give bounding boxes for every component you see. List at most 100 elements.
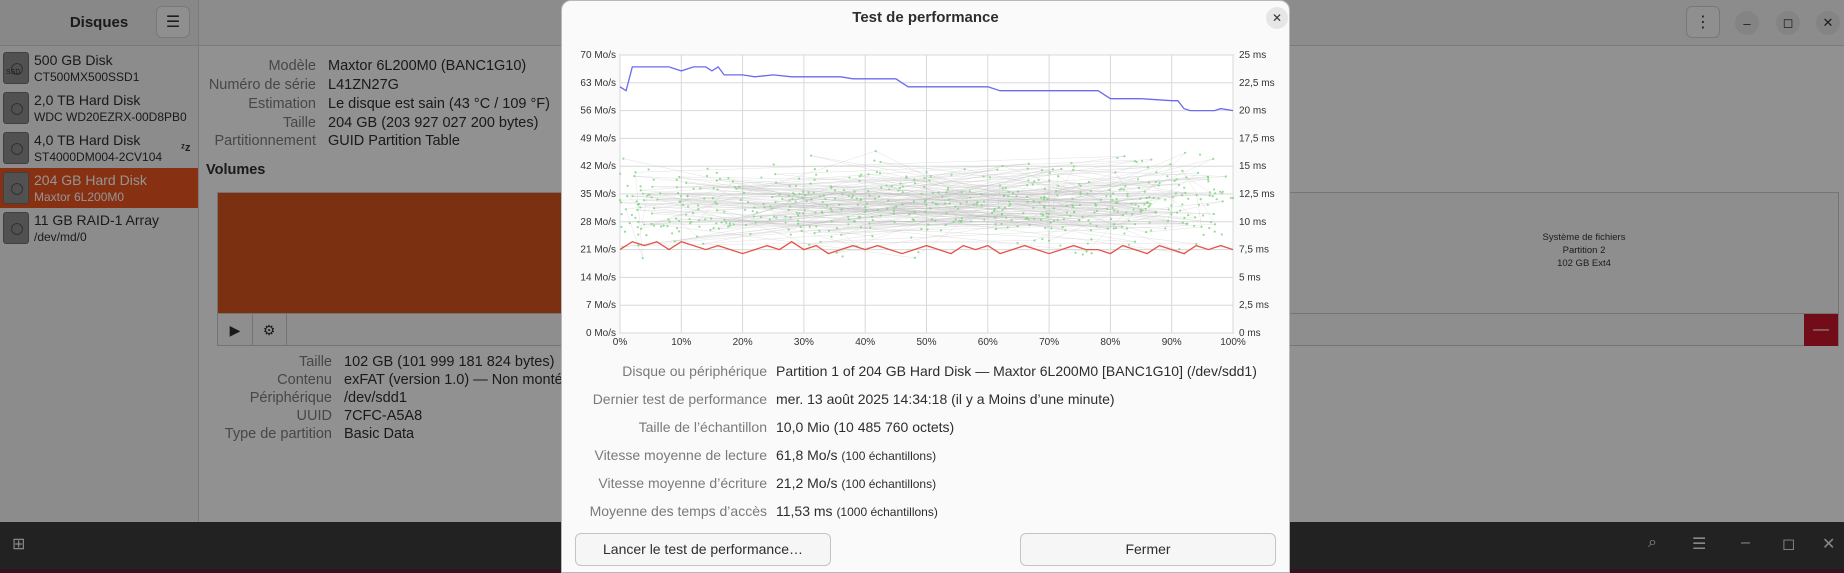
access-time-point (637, 244, 640, 247)
close-dialog-button[interactable]: Fermer (1020, 533, 1276, 566)
access-time-trace (647, 195, 747, 226)
access-time-point (1134, 203, 1137, 206)
access-time-point (1032, 199, 1035, 203)
access-time-trace (638, 221, 915, 259)
volume-partition-type-value: Basic Data (344, 426, 415, 442)
access-time-point (624, 208, 627, 211)
device-item-2tb[interactable]: 2,0 TB Hard Disk WDC WD20EZRX-00D8PB0 (0, 88, 198, 128)
access-time-point (913, 256, 916, 259)
access-time-point (639, 185, 642, 188)
device-item-500gb[interactable]: SSD 500 GB Disk CT500MX500SSD1 (0, 48, 198, 88)
access-time-point (1181, 169, 1184, 172)
access-time-point (675, 227, 679, 230)
access-time-point (623, 230, 627, 233)
menu-icon[interactable]: ☰ (1692, 536, 1707, 553)
access-time-point (1145, 196, 1148, 199)
access-time-point (1015, 195, 1018, 198)
access-time-point (752, 215, 755, 218)
access-time-point (959, 202, 962, 206)
access-time-point (685, 181, 688, 184)
access-time-point (635, 200, 638, 203)
access-time-point (1127, 219, 1130, 222)
access-time-point (636, 226, 639, 229)
access-time-point (641, 257, 644, 260)
access-time-point (695, 235, 699, 238)
close-window-button[interactable]: ✕ (1816, 11, 1840, 35)
access-time-point (1169, 163, 1172, 166)
device-item-4tb[interactable]: 4,0 TB Hard Disk ST4000DM004-2CV104 ᶻz (0, 128, 198, 168)
access-time-point (620, 225, 623, 228)
access-time-point (1079, 184, 1082, 187)
access-time-trace (994, 195, 1183, 212)
partition-options-button[interactable]: ⚙ (252, 314, 287, 346)
access-time-point (833, 189, 837, 192)
access-time-point (1171, 196, 1174, 199)
access-time-point (1144, 207, 1147, 210)
mount-button[interactable]: ▶ (218, 314, 253, 346)
minimize-button[interactable]: – (1735, 11, 1759, 35)
access-time-point (1111, 206, 1114, 209)
chart-x-tick-label: 90% (1162, 337, 1182, 348)
device-item-204gb[interactable]: 204 GB Hard Disk Maxtor 6L200M0 (0, 168, 198, 208)
hamburger-menu-button[interactable]: ☰ (156, 6, 190, 38)
access-time-trace (914, 183, 1058, 196)
access-time-point (1207, 178, 1210, 181)
access-time-point (868, 222, 871, 225)
access-time-point (870, 215, 874, 218)
access-time-point (1136, 178, 1140, 181)
info-last-test-label: Dernier test de performance (592, 391, 767, 407)
dialog-close-button[interactable]: ✕ (1266, 7, 1288, 29)
disk-menu-button[interactable]: ⋮ (1686, 6, 1720, 38)
access-time-point (897, 189, 900, 192)
maximize-icon[interactable]: ◻ (1782, 536, 1796, 553)
access-time-point (1146, 201, 1150, 204)
access-time-point (711, 196, 715, 200)
search-icon[interactable]: ⌕ (1648, 534, 1657, 551)
access-time-point (650, 196, 653, 199)
access-time-point (774, 181, 778, 184)
access-time-trace (640, 163, 1029, 191)
access-time-point (830, 186, 833, 190)
access-time-point (901, 203, 904, 206)
access-time-point (778, 193, 781, 196)
device-item-raid[interactable]: 11 GB RAID-1 Array /dev/md/0 (0, 208, 198, 248)
access-time-trace (625, 209, 643, 259)
access-time-point (744, 223, 748, 227)
close-icon[interactable]: ✕ (1822, 536, 1836, 553)
partition-2-block[interactable]: Système de fichiers Partition 2 102 GB E… (1509, 231, 1659, 270)
minimize-icon[interactable]: – (1741, 534, 1750, 551)
access-time-point (1143, 202, 1146, 206)
start-benchmark-button[interactable]: Lancer le test de performance… (575, 533, 831, 566)
access-time-point (1141, 209, 1144, 212)
benchmark-chart-svg: 0% 10% 20% 30% 40% 50% 60% 70% 80% 90% 100% 0 Mo/s 0… (580, 50, 1274, 348)
access-time-point (631, 195, 634, 198)
delete-partition-button[interactable]: — (1804, 314, 1838, 346)
access-time-point (749, 233, 752, 236)
access-time-point (1229, 196, 1232, 200)
access-time-trace (703, 214, 1123, 244)
access-time-point (859, 199, 862, 202)
access-time-point (1127, 243, 1131, 246)
access-time-point (1106, 227, 1109, 230)
info-device-value: Partition 1 of 204 GB Hard Disk — Maxtor… (776, 363, 1257, 379)
access-time-point (1197, 171, 1200, 174)
access-time-point (1099, 198, 1103, 201)
volume-size-value: 102 GB (101 999 181 824 bytes) (344, 354, 555, 370)
access-time-point (892, 212, 895, 215)
access-time-point (1125, 211, 1128, 214)
access-time-point (925, 171, 928, 174)
chart-y-right-tick-label: 7,5 ms (1239, 245, 1269, 256)
volume-partition-type-label: Type de partition (224, 426, 332, 442)
access-time-trace (637, 209, 756, 223)
info-write-speed-label: Vitesse moyenne d’écriture (598, 475, 767, 491)
access-time-trace (687, 195, 816, 213)
chart-x-tick-label: 100% (1220, 337, 1246, 348)
access-time-point (1125, 227, 1129, 230)
info-sample-size-value: 10,0 Mio (10 485 760 octets) (776, 419, 955, 435)
maximize-button[interactable]: ◻ (1776, 11, 1800, 35)
access-time-point (674, 217, 678, 220)
access-time-point (1065, 205, 1068, 208)
access-time-point (992, 210, 996, 213)
access-time-trace (809, 214, 1002, 245)
new-terminal-icon[interactable]: ⊞ (12, 536, 26, 553)
